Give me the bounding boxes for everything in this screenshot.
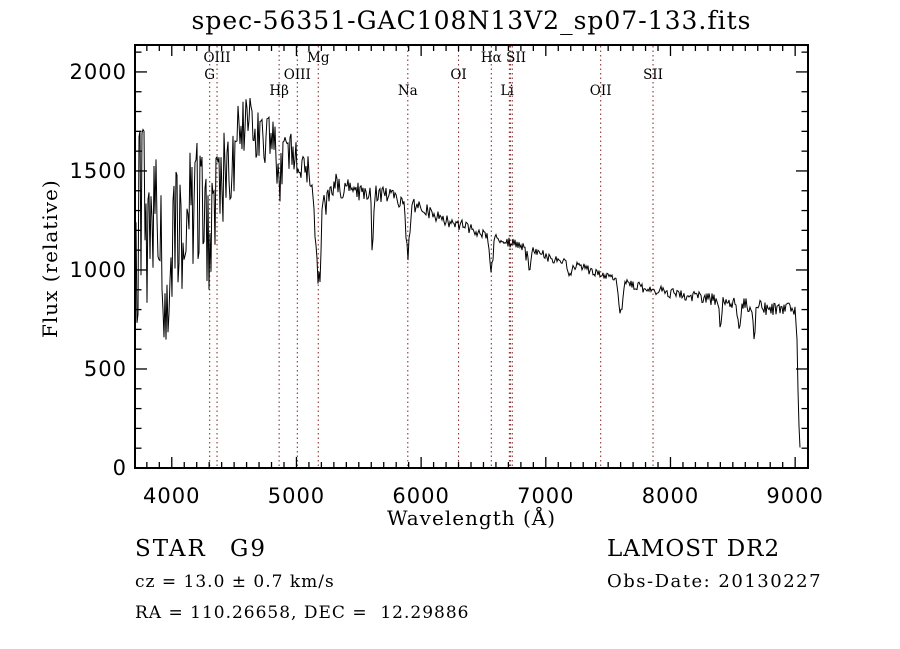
x-axis-title: Wavelength (Å) bbox=[386, 506, 557, 530]
spectral-line-label: OIII bbox=[284, 67, 311, 83]
object-subclass-label: G9 bbox=[230, 536, 268, 562]
y-tick-label: 2000 bbox=[70, 60, 127, 84]
y-tick-label: 500 bbox=[84, 357, 127, 381]
radial-velocity-text: cz = 13.0 ± 0.7 km/s bbox=[135, 572, 335, 592]
y-axis-title: Flux (relative) bbox=[38, 179, 62, 338]
spectral-line-label: OII bbox=[590, 83, 612, 99]
survey-release-label: LAMOST DR2 bbox=[607, 536, 781, 562]
plot-box bbox=[134, 44, 809, 469]
spectral-line-label: Hβ bbox=[269, 83, 289, 99]
spectral-line-label: SII bbox=[506, 50, 526, 66]
x-tick-label: 7000 bbox=[517, 484, 574, 508]
spectral-line-label: SII bbox=[643, 67, 663, 83]
y-tick-label: 0 bbox=[113, 456, 127, 480]
y-tick-label: 1500 bbox=[70, 159, 127, 183]
object-class-label: STAR bbox=[135, 536, 207, 562]
obs-date-text: Obs-Date: 20130227 bbox=[607, 571, 823, 592]
spectral-line-label: OI bbox=[450, 67, 466, 83]
x-tick-label: 9000 bbox=[766, 484, 823, 508]
y-tick-label: 1000 bbox=[70, 258, 127, 282]
x-tick-label: 5000 bbox=[268, 484, 325, 508]
page-title: spec-56351-GAC108N13V2_sp07-133.fits bbox=[191, 6, 752, 35]
x-tick-label: 6000 bbox=[392, 484, 449, 508]
spectral-line-label: G bbox=[204, 67, 215, 83]
spectral-line-label: Hα bbox=[481, 50, 502, 66]
spectral-line-label: OIII bbox=[203, 50, 230, 66]
spectrum-trace bbox=[135, 97, 801, 448]
x-tick-label: 8000 bbox=[642, 484, 699, 508]
spectral-line-label: Li bbox=[501, 83, 515, 99]
x-tick-label: 4000 bbox=[143, 484, 200, 508]
spectral-line-label: Na bbox=[398, 83, 418, 99]
ra-dec-text: RA = 110.26658, DEC = 12.29886 bbox=[135, 603, 470, 623]
spectral-line-label: Mg bbox=[307, 50, 330, 66]
